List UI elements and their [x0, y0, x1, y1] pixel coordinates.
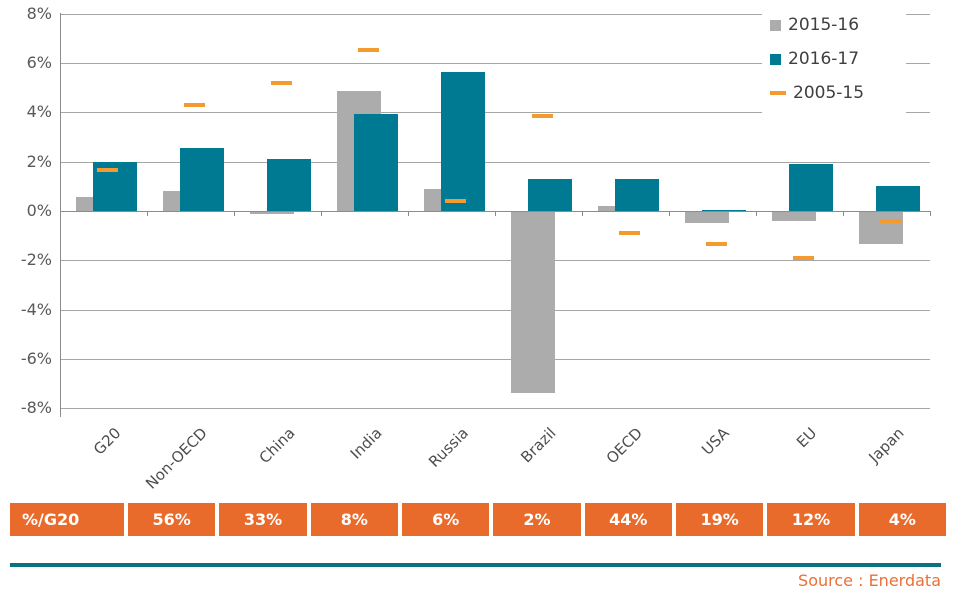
- legend-label: 2005-15: [793, 83, 865, 103]
- x-axis-label-russia: Russia: [425, 424, 473, 471]
- x-axis-tick: [408, 211, 409, 216]
- 2005-15-dash-eu: [793, 255, 814, 260]
- y-tick-label: -2%: [20, 250, 52, 270]
- 2016-17-bar-russia: [441, 71, 485, 211]
- share-table-header-cell: %/G20: [10, 503, 124, 536]
- y-tick-label: 0%: [26, 201, 52, 220]
- x-axis-label-non-oecd: Non-OECD: [142, 424, 212, 493]
- x-axis-tick: [234, 211, 235, 216]
- x-axis-tick: [495, 211, 496, 216]
- 2015-16-bar-china: [250, 211, 294, 214]
- x-axis-tick: [669, 211, 670, 216]
- x-axis-label-usa: USA: [698, 424, 734, 459]
- y-tick-label: 4%: [26, 102, 52, 122]
- 2005-15-dash-india: [358, 47, 379, 52]
- y-tick-label: 8%: [26, 3, 52, 23]
- legend-label: 2015-16: [788, 15, 860, 35]
- 2016-17-bar-china: [267, 159, 311, 211]
- legend-item-2016-17: 2016-17: [762, 42, 906, 76]
- legend-label: 2016-17: [788, 49, 860, 69]
- 2016-17-bar-usa: [702, 209, 746, 211]
- share-table-cell: 6%: [401, 503, 490, 536]
- x-axis-tick: [843, 211, 844, 216]
- y-tick-label: -8%: [20, 398, 52, 418]
- gridline: [60, 358, 930, 360]
- x-axis-tick: [582, 211, 583, 216]
- legend-square-icon: [770, 19, 781, 31]
- 2005-15-dash-g20: [97, 168, 118, 173]
- 2016-17-bar-brazil: [528, 179, 572, 211]
- 2005-15-dash-china: [271, 80, 292, 85]
- 2016-17-bar-japan: [876, 186, 920, 211]
- x-axis-tick: [756, 211, 757, 216]
- 2005-15-dash-russia: [445, 199, 466, 204]
- source-credit: Source : Enerdata: [798, 571, 941, 590]
- gridline: [60, 309, 930, 311]
- y-tick-label: 6%: [26, 53, 52, 73]
- 2016-17-bar-india: [354, 113, 398, 211]
- x-axis-tick: [321, 211, 322, 216]
- 2005-15-dash-brazil: [532, 114, 553, 119]
- 2015-16-bar-eu: [772, 211, 816, 221]
- x-axis-tick: [147, 211, 148, 216]
- x-axis-label-g20: G20: [89, 424, 125, 459]
- share-table: %/G20 56% 33% 8% 6% 2% 44% 19% 12% 4%: [10, 503, 946, 536]
- 2016-17-bar-eu: [789, 164, 833, 211]
- x-axis-label-japan: Japan: [864, 424, 908, 467]
- share-table-cell: 8%: [310, 503, 398, 536]
- gridline: [60, 13, 930, 15]
- x-axis-tick: [60, 211, 61, 216]
- 2005-15-dash-oecd: [619, 231, 640, 236]
- share-table-cell: 19%: [675, 503, 764, 536]
- y-tick-label: -4%: [20, 299, 52, 319]
- legend-square-icon: [770, 53, 781, 65]
- share-table-cell: 12%: [767, 503, 855, 536]
- x-axis-label-eu: EU: [793, 424, 821, 452]
- y-tick-label: 2%: [26, 151, 52, 171]
- 2015-16-bar-usa: [685, 211, 729, 224]
- share-table-cell: 33%: [219, 503, 307, 536]
- share-table-cell: 56%: [128, 503, 216, 536]
- x-axis-tick: [930, 211, 931, 216]
- 2005-15-dash-non-oecd: [184, 103, 205, 107]
- x-axis-label-china: China: [255, 424, 299, 468]
- x-axis-label-oecd: OECD: [602, 424, 647, 468]
- 2005-15-dash-japan: [880, 218, 901, 223]
- gridline: [60, 112, 930, 114]
- 2005-15-dash-usa: [706, 242, 727, 247]
- y-tick-label: -6%: [20, 348, 52, 368]
- gridline: [60, 260, 930, 262]
- 2015-16-bar-japan: [859, 211, 903, 245]
- x-axis-label-brazil: Brazil: [516, 424, 560, 467]
- gridline: [60, 63, 930, 65]
- legend-item-2015-16: 2015-16: [762, 8, 906, 42]
- legend: 2015-16 2016-17 2005-15: [762, 2, 906, 120]
- footer-rule: [10, 563, 941, 567]
- 2015-16-bar-brazil: [511, 211, 555, 394]
- 2016-17-bar-non-oecd: [180, 148, 224, 211]
- share-table-cell: 44%: [584, 503, 672, 536]
- gridline: [60, 408, 930, 410]
- x-axis-label-india: India: [346, 424, 386, 463]
- legend-dash-icon: [770, 91, 786, 95]
- share-table-cell: 2%: [493, 503, 581, 536]
- share-table-cell: 4%: [858, 503, 946, 536]
- legend-item-2005-15: 2005-15: [762, 76, 906, 110]
- gridline: [60, 161, 930, 163]
- 2016-17-bar-oecd: [615, 179, 659, 211]
